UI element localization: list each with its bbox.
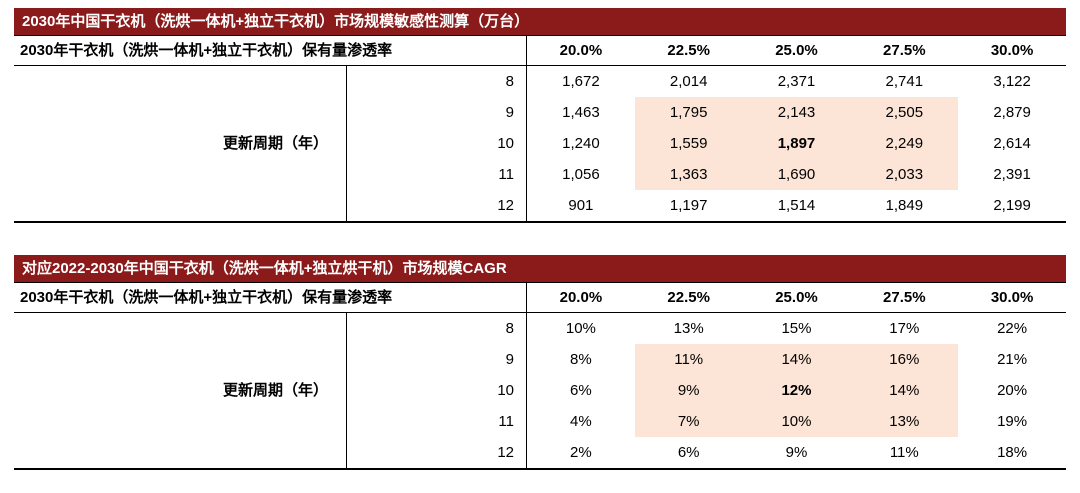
value-cell: 13% [673, 320, 704, 337]
row-label: 8 [347, 313, 527, 344]
sensitivity-grid: 2030年干衣机（洗烘一体机+独立干衣机）保有量渗透率 20.0% 22.5% … [14, 282, 1066, 470]
sensitivity-table-cagr: 对应2022-2030年中国干衣机（洗烘一体机+独立烘干机）市场规模CAGR 2… [14, 255, 1066, 470]
row-label: 11 [347, 159, 527, 190]
value-cell: 2,033 [850, 159, 959, 190]
row-label: 12 [347, 190, 527, 221]
value-cell: 14% [742, 344, 851, 375]
value-cell: 2,391 [993, 166, 1031, 183]
value-cell: 1,672 [562, 73, 600, 90]
value-cell: 1,849 [885, 197, 924, 214]
value-cell: 1,463 [562, 104, 600, 121]
value-cell: 1,690 [742, 159, 851, 190]
value-cell: 1,240 [562, 135, 600, 152]
row-label: 9 [347, 97, 527, 128]
value-cell: 2,249 [850, 128, 959, 159]
value-cell: 11% [634, 344, 743, 375]
value-cell: 22% [997, 320, 1028, 337]
value-cell-base-case: 12% [742, 375, 851, 406]
value-cell: 14% [850, 375, 959, 406]
row-label: 10 [347, 375, 527, 406]
sensitivity-table-volume: 2030年中国干衣机（洗烘一体机+独立干衣机）市场规模敏感性测算（万台） 203… [14, 8, 1066, 223]
value-cell: 1,363 [634, 159, 743, 190]
value-cell: 16% [850, 344, 959, 375]
row-label: 10 [347, 128, 527, 159]
value-cell: 9% [785, 444, 808, 461]
value-cell: 1,197 [669, 197, 708, 214]
value-cell: 1,795 [634, 97, 743, 128]
value-cell: 2,505 [850, 97, 959, 128]
value-cell: 2% [570, 444, 592, 461]
col-header: 30.0% [958, 283, 1066, 313]
sensitivity-grid: 2030年干衣机（洗烘一体机+独立干衣机）保有量渗透率 20.0% 22.5% … [14, 35, 1066, 223]
value-cell: 2,143 [742, 97, 851, 128]
value-cell: 2,614 [993, 135, 1031, 152]
value-cell: 2,199 [993, 197, 1031, 214]
col-header: 30.0% [958, 36, 1066, 66]
value-cell: 11% [889, 444, 919, 461]
update-cycle-side-label: 更新周期（年） [14, 313, 347, 468]
col-header: 27.5% [850, 283, 959, 313]
value-cell: 9% [634, 375, 743, 406]
value-cell: 17% [889, 320, 920, 337]
value-cell: 13% [850, 406, 959, 437]
value-cell: 2,371 [777, 73, 816, 90]
value-cell: 8% [570, 351, 592, 368]
value-cell: 4% [570, 413, 592, 430]
table-title: 对应2022-2030年中国干衣机（洗烘一体机+独立烘干机）市场规模CAGR [22, 260, 507, 277]
value-cell: 1,056 [562, 166, 600, 183]
value-cell-base-case: 1,897 [742, 128, 851, 159]
row-label: 8 [347, 66, 527, 97]
value-cell: 2,879 [993, 104, 1031, 121]
col-header: 25.0% [742, 36, 851, 66]
row-label: 12 [347, 437, 527, 468]
update-cycle-side-label: 更新周期（年） [14, 66, 347, 221]
col-header: 20.0% [527, 36, 635, 66]
col-header: 22.5% [634, 36, 743, 66]
table-title-bar: 对应2022-2030年中国干衣机（洗烘一体机+独立烘干机）市场规模CAGR [14, 255, 1066, 282]
value-cell: 21% [997, 351, 1028, 368]
row-label: 9 [347, 344, 527, 375]
value-cell: 19% [997, 413, 1028, 430]
value-cell: 20% [997, 382, 1028, 399]
table-title: 2030年中国干衣机（洗烘一体机+独立干衣机）市场规模敏感性测算（万台） [22, 13, 530, 30]
value-cell: 901 [568, 197, 594, 214]
penetration-header-label: 2030年干衣机（洗烘一体机+独立干衣机）保有量渗透率 [14, 36, 527, 66]
value-cell: 1,514 [777, 197, 816, 214]
value-cell: 3,122 [993, 73, 1031, 90]
value-cell: 18% [997, 444, 1028, 461]
col-header: 20.0% [527, 283, 635, 313]
value-cell: 6% [570, 382, 592, 399]
value-cell: 10% [565, 320, 596, 337]
table-title-bar: 2030年中国干衣机（洗烘一体机+独立干衣机）市场规模敏感性测算（万台） [14, 8, 1066, 35]
row-label: 11 [347, 406, 527, 437]
value-cell: 2,741 [885, 73, 924, 90]
value-cell: 2,014 [669, 73, 708, 90]
col-header: 22.5% [634, 283, 743, 313]
value-cell: 7% [634, 406, 743, 437]
value-cell: 15% [781, 320, 812, 337]
value-cell: 6% [677, 444, 700, 461]
penetration-header-label: 2030年干衣机（洗烘一体机+独立干衣机）保有量渗透率 [14, 283, 527, 313]
value-cell: 1,559 [634, 128, 743, 159]
col-header: 25.0% [742, 283, 851, 313]
value-cell: 10% [742, 406, 851, 437]
report-figure: 2030年中国干衣机（洗烘一体机+独立干衣机）市场规模敏感性测算（万台） 203… [14, 8, 1066, 470]
col-header: 27.5% [850, 36, 959, 66]
